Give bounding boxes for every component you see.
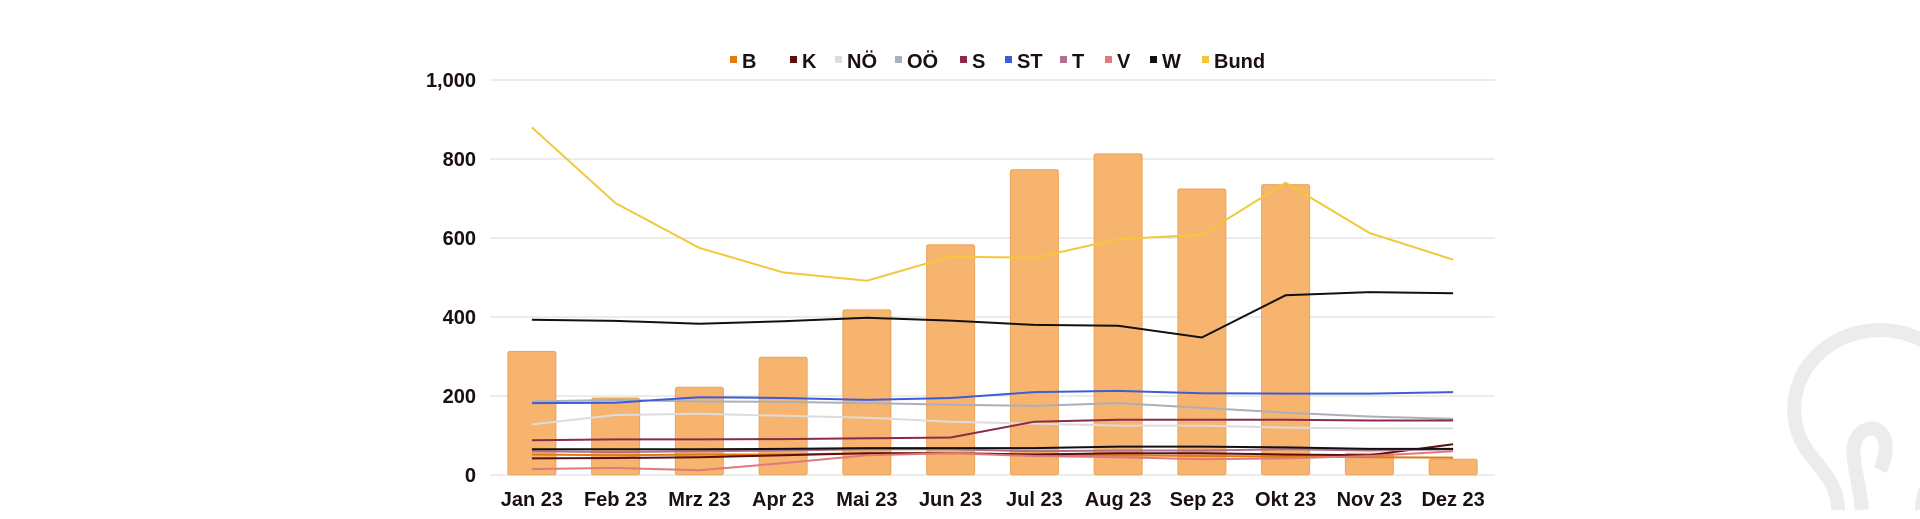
legend-item: B	[730, 51, 756, 73]
legend-swatch	[730, 56, 737, 63]
legend-label: V	[1117, 51, 1131, 73]
series-line-bund	[531, 126, 1454, 282]
legend-label: K	[802, 51, 817, 73]
legend-label: W	[1162, 51, 1181, 73]
legend-item: V	[1105, 51, 1131, 73]
x-tick-label: Nov 23	[1337, 489, 1403, 511]
series-line-w	[531, 445, 1454, 451]
legend-swatch	[895, 56, 902, 63]
legend-item: OÖ	[895, 50, 938, 73]
legend-label: S	[972, 51, 985, 73]
y-tick-label: 200	[443, 386, 476, 408]
legend-label: T	[1072, 51, 1084, 73]
legend-swatch	[1105, 56, 1112, 63]
x-axis: Jan 23 Feb 23 Mrz 23 Apr 23 Mai 23 Jun 23 Jul …	[501, 489, 1485, 511]
bar	[1093, 153, 1143, 476]
legend-item: W	[1150, 51, 1181, 73]
y-axis: 0 200 400 600 800 1,000	[426, 70, 476, 487]
bar	[1009, 169, 1059, 476]
line-series	[531, 126, 1454, 472]
bar-series	[507, 153, 1478, 476]
series-line-oö	[531, 398, 1454, 420]
bar	[842, 309, 892, 476]
legend-label: Bund	[1214, 51, 1265, 73]
bar	[674, 386, 724, 476]
legend-label: NÖ	[847, 50, 877, 73]
legend-item: ST	[1005, 51, 1043, 73]
y-tick-label: 600	[443, 228, 476, 250]
x-tick-label: Apr 23	[752, 489, 814, 511]
gridlines	[490, 79, 1495, 476]
series-line-s	[531, 418, 1454, 442]
bar	[926, 244, 976, 476]
legend-swatch	[835, 56, 842, 63]
x-tick-label: Jan 23	[501, 489, 563, 511]
bar	[591, 397, 641, 476]
legend-swatch	[790, 56, 797, 63]
x-tick-label: Dez 23	[1421, 489, 1484, 511]
legend-item: S	[960, 51, 985, 73]
lightbulb-icon	[1787, 322, 1920, 511]
legend-swatch	[1060, 56, 1067, 63]
bar	[1261, 184, 1311, 476]
legend-label: ST	[1017, 51, 1043, 73]
series-line-t	[531, 448, 1454, 454]
y-tick-label: 0	[465, 465, 476, 487]
legend-swatch	[1202, 56, 1209, 63]
series-line-st	[531, 389, 1454, 405]
x-tick-label: Mrz 23	[668, 489, 730, 511]
legend-label: B	[742, 51, 756, 73]
bar	[1344, 452, 1394, 476]
y-tick-label: 400	[443, 307, 476, 329]
x-tick-label: Feb 23	[584, 489, 647, 511]
bar	[1428, 458, 1478, 476]
series-line-nö	[531, 412, 1454, 430]
legend-item: Bund	[1202, 51, 1265, 73]
legend-swatch	[960, 56, 967, 63]
legend: B K NÖ OÖ S ST T V W Bund	[730, 50, 1265, 73]
legend-swatch	[1005, 56, 1012, 63]
bar	[507, 350, 557, 476]
bar	[1177, 188, 1227, 476]
series-line-v	[531, 450, 1454, 472]
x-tick-label: Aug 23	[1085, 489, 1152, 511]
legend-swatch	[1150, 56, 1157, 63]
legend-label: OÖ	[907, 50, 938, 73]
legend-item: T	[1060, 51, 1084, 73]
y-tick-label: 800	[443, 149, 476, 171]
legend-item: NÖ	[835, 50, 877, 73]
x-tick-label: Mai 23	[836, 489, 897, 511]
x-tick-label: Sep 23	[1170, 489, 1234, 511]
x-tick-label: Jun 23	[919, 489, 982, 511]
x-tick-label: Okt 23	[1255, 489, 1316, 511]
y-tick-label: 1,000	[426, 70, 476, 92]
x-tick-label: Jul 23	[1006, 489, 1063, 511]
legend-item: K	[790, 51, 817, 73]
series-line-w	[531, 291, 1454, 339]
